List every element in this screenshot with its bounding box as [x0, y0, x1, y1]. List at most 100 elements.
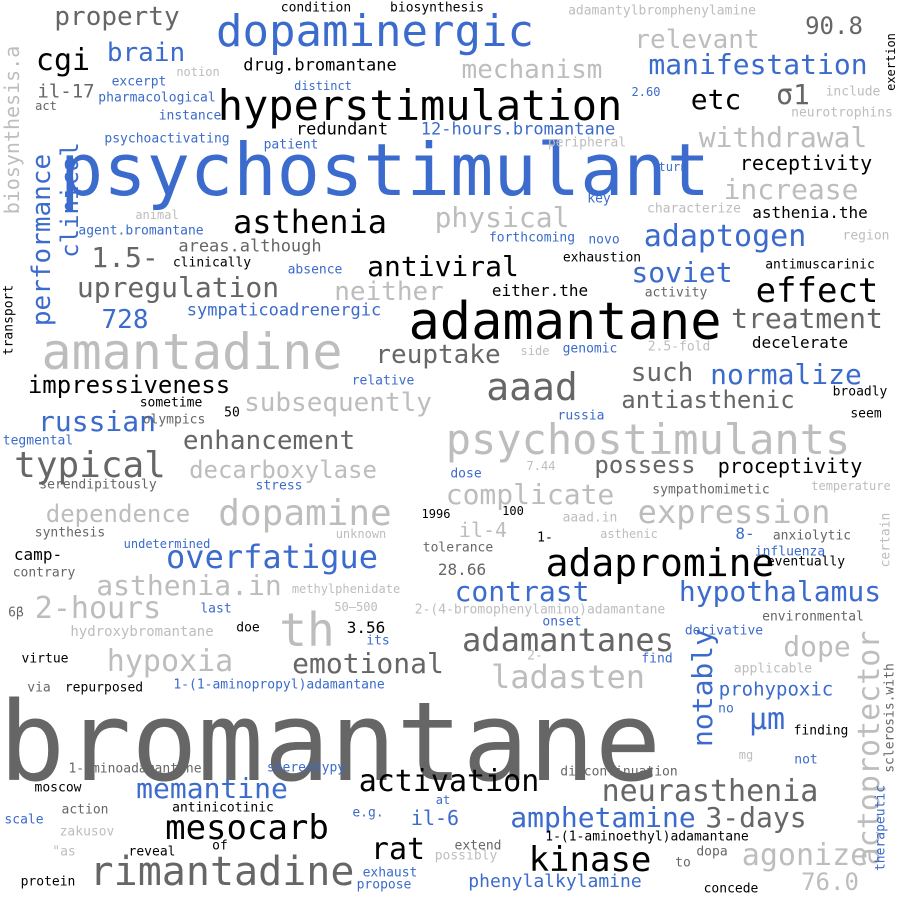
- word: neurasthenia: [601, 774, 819, 809]
- word: areas.although: [178, 236, 322, 257]
- word: biosynthesis: [390, 0, 484, 16]
- word: hypothalamus: [678, 575, 882, 608]
- word: 2.60: [631, 85, 661, 99]
- word: reuptake: [375, 340, 501, 370]
- word: exhaust: [362, 865, 418, 881]
- word: etc: [690, 83, 742, 116]
- word: act: [35, 99, 57, 113]
- word: hyperstimulation: [217, 81, 623, 130]
- word: 76.0: [801, 868, 859, 896]
- word: onset: [542, 614, 582, 630]
- word: μm: [748, 702, 786, 737]
- word: adapromine: [545, 541, 775, 585]
- word: relevant: [634, 25, 760, 55]
- word: concede: [703, 881, 759, 897]
- word: region: [842, 228, 890, 244]
- word: possibly: [434, 848, 498, 864]
- word: not: [794, 752, 818, 768]
- word: environmental: [762, 609, 864, 625]
- word: stereotypy: [266, 760, 346, 776]
- word: contrast: [454, 575, 590, 608]
- word: 50–500: [334, 600, 378, 614]
- word: physical: [434, 201, 570, 234]
- word: notably: [686, 628, 719, 748]
- word: russian: [37, 405, 157, 438]
- word: influenza: [754, 544, 826, 560]
- word: ladasten: [490, 658, 646, 696]
- word: tolerance: [422, 540, 494, 556]
- word: 12-hours.bromantane: [420, 119, 616, 140]
- word: mechanism: [461, 55, 603, 85]
- word: "as: [52, 844, 76, 860]
- word: cgi: [35, 43, 91, 78]
- word: 50: [224, 405, 240, 421]
- word: excerpt: [111, 74, 167, 90]
- word: activity: [644, 285, 708, 301]
- word: relative: [351, 373, 415, 389]
- word: normalize: [710, 358, 862, 391]
- word: mesocarb: [165, 808, 329, 848]
- word: clinically: [172, 255, 252, 271]
- word: seem: [850, 406, 882, 422]
- word: forthcoming: [488, 230, 576, 246]
- word: asthenic: [600, 527, 658, 541]
- word: pharmacological: [98, 90, 216, 106]
- word: 2-(4-bromophenylamino)adamantane: [414, 602, 666, 618]
- word: dopamine: [218, 493, 392, 534]
- word: withdrawal: [698, 121, 868, 154]
- word: impressiveness: [27, 371, 231, 399]
- word: undetermined: [123, 537, 211, 551]
- word: rimantadine: [89, 849, 355, 895]
- word: mg: [738, 748, 754, 762]
- word: 28.66: [437, 560, 487, 579]
- word: 2.5-fold: [647, 339, 711, 355]
- word: neurotrophins: [791, 105, 893, 121]
- word: il-17: [37, 80, 95, 103]
- word: aaad.in: [562, 510, 618, 526]
- word: asthenia.the: [752, 203, 868, 222]
- word: bromantane: [0, 678, 662, 806]
- word: synthesis: [34, 525, 106, 541]
- word: receptivity: [739, 151, 873, 175]
- word: dopaminergic: [216, 6, 534, 57]
- word: soviet: [631, 256, 733, 289]
- word: antiviral: [367, 250, 519, 283]
- word: condition: [280, 0, 352, 16]
- word: distinct: [294, 79, 352, 93]
- word: typical: [14, 445, 166, 486]
- word: contrary: [12, 565, 76, 581]
- word: 100: [502, 504, 524, 518]
- word: psychoactivating: [104, 131, 230, 147]
- word: repurposed: [64, 680, 144, 696]
- word: memantine: [136, 772, 288, 805]
- word: unknown: [335, 527, 387, 541]
- word: 1-(1-aminopropyl)adamantane: [173, 677, 385, 693]
- word: absence: [287, 262, 343, 278]
- word: 3.56: [346, 618, 386, 637]
- word: propose: [356, 877, 412, 893]
- word: 7.44: [526, 459, 556, 473]
- word: aaad: [486, 365, 578, 409]
- word: psychostimulants: [445, 415, 851, 464]
- word: 728: [101, 305, 149, 335]
- word: asthenia.in: [96, 569, 282, 602]
- word: performance: [27, 153, 57, 327]
- word: its: [366, 633, 390, 649]
- word: sometime: [139, 395, 203, 411]
- word: agonize: [741, 838, 869, 873]
- word: hypoxia: [106, 644, 234, 679]
- word: dependence: [45, 500, 191, 528]
- word: il-6: [410, 806, 460, 830]
- word: adamantanes: [462, 621, 674, 659]
- word: find: [641, 651, 673, 667]
- word: rat: [370, 832, 426, 867]
- word: treatment: [731, 302, 883, 335]
- word: 3-days: [705, 801, 807, 834]
- word: 2-: [527, 648, 543, 664]
- word: either.the: [491, 281, 589, 300]
- word: psychostimulant: [59, 128, 711, 212]
- word: dope: [783, 630, 851, 663]
- word: to: [675, 855, 691, 871]
- word: th: [279, 603, 335, 657]
